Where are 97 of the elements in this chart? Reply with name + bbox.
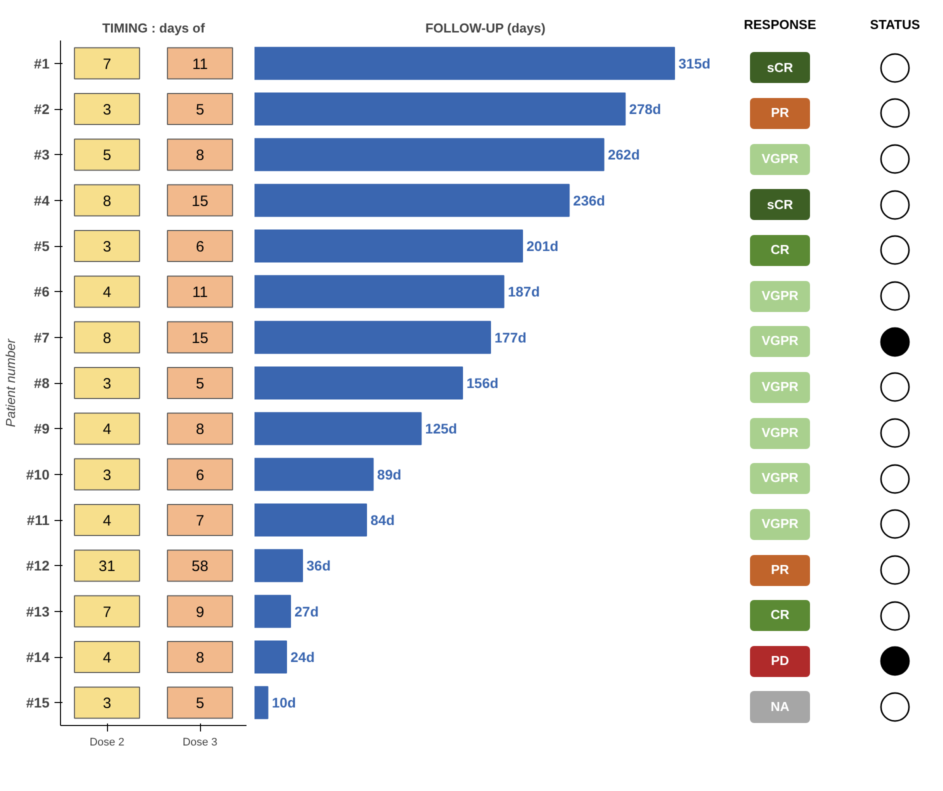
data-label: 7: [196, 512, 204, 530]
response-badge: PR: [750, 98, 810, 129]
bar: [254, 686, 268, 720]
y-tick-label: #15: [26, 694, 50, 711]
bar: [254, 275, 504, 308]
bar: [254, 594, 291, 628]
response-badge: sCR: [750, 189, 810, 220]
bar: [254, 504, 367, 536]
data-label: 5: [102, 147, 112, 164]
data-label: 3: [102, 102, 112, 118]
bar: [254, 640, 287, 674]
bar: [254, 549, 303, 582]
data-label: 8: [102, 192, 112, 210]
bar: [254, 412, 422, 446]
data-label: 6: [196, 466, 204, 484]
data-label: 9: [196, 604, 204, 621]
data-label: 4: [102, 512, 112, 530]
chart-title: FOLLOW-UP (days): [425, 20, 546, 36]
response-badge: VGPR: [750, 280, 810, 312]
data-label: 262d: [608, 146, 640, 163]
data-label: 187d: [508, 284, 540, 300]
data-label: 10d: [272, 694, 296, 711]
data-label: 3: [102, 695, 112, 712]
data-label: 7: [102, 604, 112, 621]
response-badge: PD: [750, 646, 810, 677]
response-badge: PR: [750, 554, 810, 586]
y-tick-label: #10: [26, 466, 50, 482]
y-tick-label: #14: [26, 649, 50, 665]
data-label: 5: [196, 102, 204, 118]
data-label: 4: [102, 650, 112, 666]
response-badge: NA: [750, 691, 810, 723]
response-badge: VGPR: [750, 463, 810, 494]
data-label: 3: [102, 376, 112, 392]
bar: [254, 46, 675, 80]
response-badge: sCR: [750, 52, 810, 84]
bar: [254, 320, 491, 354]
bar: [254, 230, 523, 262]
data-label: 125d: [425, 420, 458, 437]
data-label: 58: [192, 558, 208, 576]
bar: [254, 92, 626, 126]
data-label: 278d: [629, 101, 662, 117]
response-badge: VGPR: [750, 418, 810, 449]
data-label: 5: [196, 695, 204, 712]
data-label: 24d: [290, 649, 315, 665]
text: RESPONSE: [742, 16, 818, 34]
y-axis-title: Patient number: [3, 338, 18, 428]
data-label: 4: [102, 284, 112, 302]
data-label: 315d: [678, 55, 710, 72]
data-label: 6: [196, 238, 204, 256]
data-label: 156d: [466, 375, 498, 391]
bar: [254, 458, 374, 491]
data-label: 11: [192, 284, 208, 302]
data-label: 27d: [294, 603, 319, 620]
y-tick-label: #3: [34, 146, 50, 163]
x-tick-label: Dose 3: [182, 736, 218, 748]
response-badge: VGPR: [750, 508, 810, 540]
data-label: 8: [196, 650, 204, 666]
data-label: 36d: [306, 558, 331, 574]
chart-title: TIMING : days of: [102, 20, 206, 36]
data-label: 11: [192, 56, 208, 73]
data-label: 201d: [526, 238, 558, 254]
data-label: 3: [102, 238, 112, 256]
data-label: 8: [102, 330, 112, 347]
data-label: 15: [192, 330, 208, 347]
data-label: 8: [196, 147, 204, 164]
data-label: 84d: [370, 512, 395, 528]
data-label: 5: [196, 376, 204, 392]
data-label: 236d: [573, 192, 606, 208]
data-label: 15: [192, 192, 208, 210]
bar: [254, 138, 604, 172]
data-label: 31: [98, 558, 116, 576]
data-label: 89d: [377, 466, 402, 482]
bar: [254, 184, 570, 217]
y-tick-label: #8: [34, 375, 50, 391]
response-badge: VGPR: [750, 372, 810, 403]
data-label: 7: [102, 56, 112, 73]
response-badge: VGPR: [750, 326, 810, 358]
text: STATUS: [868, 16, 922, 34]
y-tick-label: #6: [34, 284, 50, 300]
y-tick-label: #9: [34, 420, 50, 437]
bar: [254, 366, 463, 400]
x-tick-label: Dose 2: [90, 736, 124, 748]
y-tick-label: #5: [34, 238, 50, 254]
y-tick-label: #7: [34, 329, 50, 346]
response-badge: VGPR: [750, 144, 810, 175]
response-badge: CR: [750, 600, 810, 632]
response-badge: CR: [750, 234, 810, 266]
data-label: 8: [196, 421, 204, 438]
data-label: 177d: [494, 329, 526, 346]
data-label: 3: [102, 466, 112, 484]
y-tick-label: #12: [26, 558, 50, 574]
y-tick-label: #2: [34, 101, 50, 117]
data-label: 4: [102, 421, 112, 438]
y-tick-label: #4: [34, 192, 50, 208]
y-tick-label: #11: [26, 512, 50, 528]
y-tick-label: #13: [26, 603, 50, 620]
y-tick-label: #1: [34, 55, 50, 72]
